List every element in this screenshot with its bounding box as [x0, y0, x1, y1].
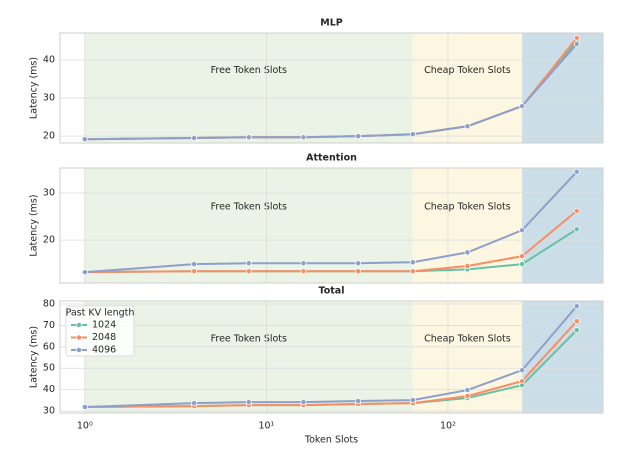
region [84, 301, 413, 413]
data-point [573, 168, 580, 175]
data-point [409, 397, 416, 404]
region-label: Free Token Slots [211, 65, 287, 76]
y-tick-label: 50 [43, 363, 55, 374]
data-point [355, 268, 362, 275]
data-point [519, 261, 526, 268]
data-point [573, 318, 580, 325]
y-axis-label: Latency (ms) [29, 326, 40, 388]
legend-title: Past KV length [66, 308, 135, 319]
y-tick-label: 30 [43, 187, 55, 198]
region-label: Free Token Slots [211, 334, 287, 345]
region [84, 33, 413, 143]
legend-marker [76, 347, 82, 353]
data-point [464, 123, 471, 130]
y-tick-label: 30 [43, 406, 55, 417]
data-point [573, 303, 580, 310]
data-point [573, 41, 580, 47]
data-point [519, 227, 526, 234]
data-point [300, 399, 307, 406]
data-point [191, 400, 198, 407]
y-axis-label: Latency (ms) [29, 57, 40, 119]
data-point [81, 269, 88, 276]
data-point [464, 393, 471, 400]
y-tick-label: 40 [43, 384, 55, 395]
data-point [573, 207, 580, 214]
data-point [464, 387, 471, 394]
axes-frame [59, 167, 604, 284]
data-point [464, 249, 471, 256]
axes-frame [59, 32, 604, 144]
x-tick-label: 10⁰ [77, 421, 93, 432]
data-point [355, 260, 362, 267]
data-point [573, 226, 580, 233]
y-tick-label: 60 [43, 341, 55, 352]
data-point [519, 367, 526, 374]
region [522, 301, 603, 413]
x-tick-label: 10² [440, 421, 456, 432]
legend-marker [76, 322, 82, 328]
data-point [81, 136, 88, 143]
panel-title: MLP [320, 18, 343, 29]
x-tick-label: 10¹ [258, 421, 274, 432]
region-label: Cheap Token Slots [424, 334, 511, 345]
data-point [573, 34, 580, 41]
data-point [409, 259, 416, 266]
data-point [409, 268, 416, 275]
y-tick-label: 40 [43, 55, 55, 66]
data-point [245, 268, 252, 275]
data-point [300, 260, 307, 267]
data-point [245, 260, 252, 267]
data-point [573, 327, 580, 334]
data-point [355, 398, 362, 404]
legend-box [65, 305, 135, 357]
region [522, 168, 603, 283]
region [522, 33, 603, 143]
data-point [191, 268, 198, 275]
legend-marker [76, 334, 82, 341]
y-tick-label: 70 [43, 320, 55, 331]
y-tick-label: 20 [43, 235, 55, 246]
y-tick-label: 80 [43, 298, 55, 309]
data-point [409, 131, 416, 138]
data-point [191, 135, 198, 142]
legend-label: 1024 [92, 320, 116, 331]
legend-label: 4096 [92, 345, 116, 356]
region-label: Cheap Token Slots [424, 65, 511, 76]
y-tick-label: 20 [43, 131, 55, 142]
data-point [300, 134, 307, 141]
x-axis-label: Token Slots [304, 435, 358, 446]
y-tick-label: 30 [43, 93, 55, 104]
region-label: Cheap Token Slots [424, 202, 511, 213]
data-point [519, 253, 526, 260]
data-point [300, 268, 307, 275]
y-axis-label: Latency (ms) [29, 194, 40, 256]
data-point [519, 103, 526, 110]
panel-title: Total [319, 286, 345, 297]
data-point [81, 404, 88, 410]
data-point [191, 261, 198, 268]
data-point [245, 399, 252, 406]
data-point [355, 133, 362, 140]
region-label: Free Token Slots [211, 202, 287, 213]
data-point [245, 134, 252, 141]
legend-label: 2048 [92, 332, 116, 343]
data-point [519, 378, 526, 385]
axes-frame [59, 300, 604, 414]
panel-title: Attention [306, 153, 357, 164]
data-point [464, 263, 471, 269]
